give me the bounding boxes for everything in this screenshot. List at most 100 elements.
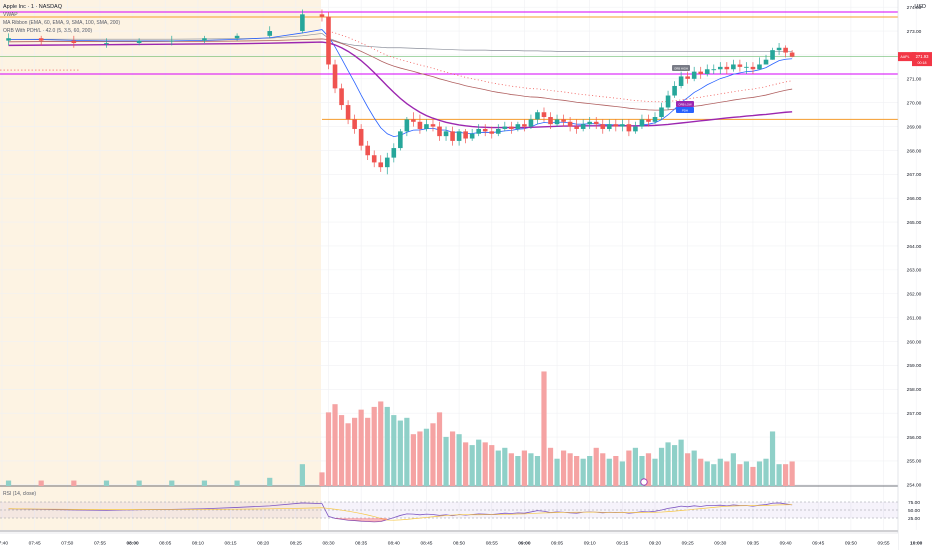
candle-body xyxy=(724,66,730,70)
volume-bar xyxy=(404,417,410,486)
time-tick-label: 08:50 xyxy=(453,541,465,547)
volume-bar xyxy=(730,453,736,486)
time-tick-label: 07:45 xyxy=(29,541,41,547)
volume-bar xyxy=(528,453,534,486)
time-tick-label: 07:40 xyxy=(0,541,8,547)
price-tick-label: 274.00 xyxy=(907,5,922,11)
volume-bar xyxy=(463,442,469,486)
price-tick-label: 260.00 xyxy=(907,339,922,345)
time-axis[interactable]: 07:40 07:45 07:50 07:55 08:00 08:05 08:10 08:15… xyxy=(0,532,932,550)
volume-bar xyxy=(769,431,776,486)
candle-body xyxy=(345,105,351,120)
volume-bar xyxy=(378,401,384,486)
candle-body xyxy=(404,119,410,132)
price-axis[interactable]: 274.00273.00272.00271.00270.00269.00268.… xyxy=(897,0,932,550)
volume-bar xyxy=(410,434,416,486)
volume-bar xyxy=(521,450,527,486)
volume-bar xyxy=(671,445,678,486)
candle-body xyxy=(613,124,619,127)
candle-body xyxy=(398,131,403,149)
candle-body xyxy=(443,131,449,137)
rsi-ma-line xyxy=(8,504,793,521)
volume-bar xyxy=(319,472,325,486)
candle-body xyxy=(659,107,664,118)
volume-bar xyxy=(737,464,743,486)
rsi-legend[interactable]: RSI (14, close) xyxy=(3,491,37,497)
rsi-pane[interactable] xyxy=(0,501,898,532)
volume-bar xyxy=(685,453,691,486)
price-badge-countdown: 00:18 xyxy=(918,61,927,65)
price-tick-label: 269.00 xyxy=(907,124,922,130)
volume-bar xyxy=(547,447,554,486)
indicator-tags: ORB HIGH ORB LOW PDH xyxy=(640,65,694,486)
time-tick-label: 09:55 xyxy=(878,541,890,547)
legend-ma-ribbon[interactable]: MA Ribbon (EMA, 60, EMA, 9, SMA, 100, SM… xyxy=(3,20,120,26)
candle-body xyxy=(685,76,690,79)
rsi-oversold-fill xyxy=(335,518,388,522)
volume-bar xyxy=(358,409,364,486)
candle-body xyxy=(528,119,534,127)
candle-body xyxy=(391,148,397,158)
tag-box xyxy=(676,101,694,107)
candle-body xyxy=(626,124,632,132)
candle-body xyxy=(672,85,677,96)
volume-bar xyxy=(332,404,338,486)
volume-bar xyxy=(593,447,599,486)
candle-body xyxy=(489,131,495,134)
candle-body xyxy=(633,126,638,132)
time-tick-label: 08:20 xyxy=(257,541,269,547)
volume-bar xyxy=(391,415,397,486)
volume-bar xyxy=(711,464,717,486)
legend-vwap[interactable]: VWAP xyxy=(3,12,18,18)
volume-bar xyxy=(606,458,612,486)
time-tick-label: 08:05 xyxy=(159,541,171,547)
vwap-line xyxy=(8,33,793,52)
time-tick-label: 09:20 xyxy=(649,541,661,547)
volume-bar xyxy=(234,480,240,486)
candle-body xyxy=(371,155,377,163)
candle-body xyxy=(234,35,240,39)
volume-bar xyxy=(345,423,351,486)
candle-body xyxy=(300,14,305,32)
volume-bar xyxy=(724,461,730,486)
candle-body xyxy=(502,126,508,129)
price-tick-label: 257.00 xyxy=(907,411,922,417)
volume-bar xyxy=(789,461,795,486)
volume-bar xyxy=(449,431,456,486)
volume-bar xyxy=(136,480,142,486)
indicator-legend: Apple Inc · 1 · NASDAQ VWAP MA Ribbon (E… xyxy=(3,3,120,35)
time-tick-label: 08:30 xyxy=(322,541,334,547)
candle-body xyxy=(424,124,429,129)
candle-body xyxy=(411,119,416,122)
time-tick-label: 09:00 xyxy=(518,541,531,547)
candle-body xyxy=(267,31,273,36)
volume-bar xyxy=(325,412,332,486)
price-tick-label: 255.00 xyxy=(907,459,922,465)
candle-body xyxy=(6,38,11,41)
time-tick-label: 08:10 xyxy=(192,541,204,547)
time-axis-background xyxy=(0,533,898,550)
candle-body xyxy=(522,124,527,127)
tag-box xyxy=(676,107,694,113)
volume-bar xyxy=(580,458,586,486)
legend-orb[interactable]: ORB With PDH/L · 42.0 (5, 3.5, 60, 200) xyxy=(3,28,93,34)
volume-bar xyxy=(652,458,658,486)
volume-bar xyxy=(783,464,789,486)
rsi-tick-label: 50.00 xyxy=(908,508,920,514)
candle-body xyxy=(469,133,475,139)
candle-body xyxy=(678,76,684,86)
time-tick-label: 10:00 xyxy=(910,541,923,547)
volume-bar xyxy=(469,445,475,486)
time-tick-label: 08:55 xyxy=(486,541,498,547)
price-tick-label: 262.00 xyxy=(907,292,922,298)
volume-bar xyxy=(574,456,580,486)
ema-slow-line xyxy=(8,38,793,111)
time-tick-label: 09:25 xyxy=(682,541,694,547)
volume-bar xyxy=(508,453,514,486)
volume-bar xyxy=(71,480,77,486)
volume-bar xyxy=(600,453,606,486)
currency-label[interactable]: USD xyxy=(914,4,926,10)
symbol-title[interactable]: Apple Inc · 1 · NASDAQ xyxy=(3,4,62,10)
